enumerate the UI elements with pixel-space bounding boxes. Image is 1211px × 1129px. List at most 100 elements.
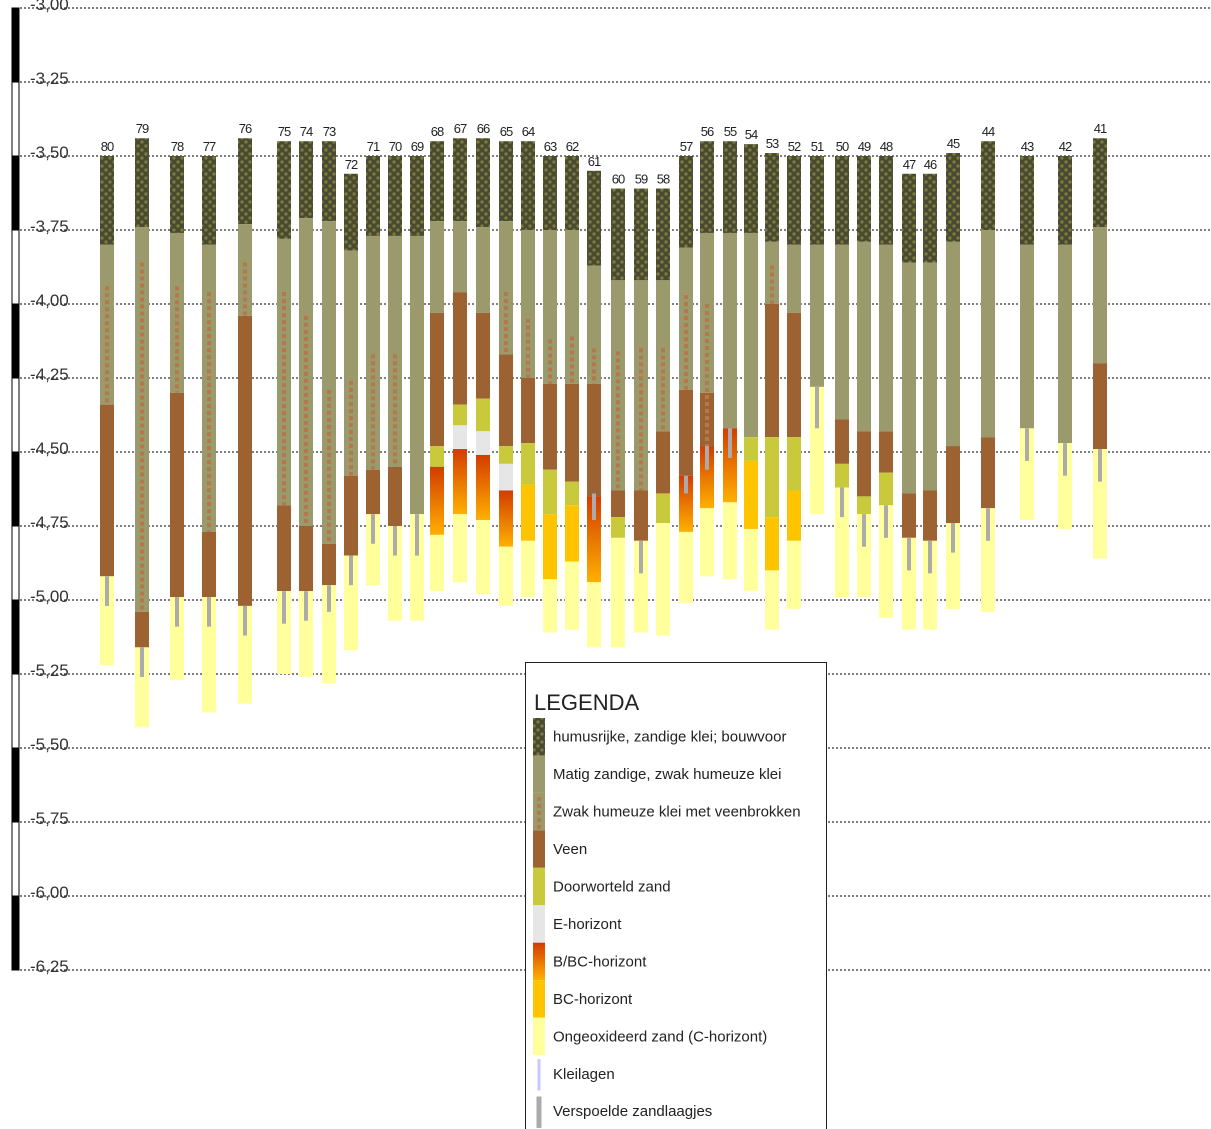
legend-label: Verspoelde zandlaagjes [553,1103,712,1120]
legend-swatch [533,755,545,792]
layer [476,138,490,227]
legend-swatch [533,905,545,942]
layer [765,570,779,629]
y-tick-label: -4,00 [30,291,69,310]
layer [135,138,149,227]
legend-swatch [533,943,545,980]
layer [277,141,291,239]
layer [765,517,779,570]
layer [543,579,557,632]
layer [100,156,114,245]
borehole-label: 62 [566,139,579,154]
layer [611,490,625,517]
axis-segment [12,230,19,304]
legend-label: E-horizont [553,916,622,933]
borehole-label: 66 [477,121,490,136]
y-tick-label: -5,25 [30,661,69,680]
borehole-label: 41 [1094,121,1107,136]
layer [902,493,916,537]
borehole-label: 61 [588,154,601,169]
layer [543,470,557,514]
borehole-label: 56 [701,124,714,139]
layer [634,490,648,540]
borehole-label: 44 [982,124,995,139]
legend-label: Kleilagen [553,1066,615,1083]
layer [170,156,184,233]
layer [787,541,801,609]
axis-segment [12,156,19,230]
layer [521,485,535,541]
layer [388,156,402,236]
layer [723,141,737,233]
layer [787,313,801,437]
legend-swatch [533,1018,545,1055]
borehole-label: 47 [903,157,916,172]
legend-swatch [533,980,545,1017]
layer [565,505,579,561]
layer [170,393,184,597]
borehole-label: 50 [836,139,849,154]
legend-title: LEGENDA [534,690,639,715]
layer [299,141,313,218]
axis-segment [12,378,19,452]
layer [744,437,758,461]
layer [366,156,380,236]
layer [453,292,467,404]
layer [543,156,557,230]
layer [946,446,960,523]
layer [521,378,535,443]
borehole-label: 72 [345,157,358,172]
layer [453,221,467,292]
layer [476,520,490,594]
layer [521,443,535,484]
layer [656,523,670,635]
borehole-label: 76 [239,121,252,136]
layer [744,144,758,233]
layer [902,174,916,263]
layer [981,437,995,508]
y-tick-label: -3,00 [30,0,69,14]
layer [543,384,557,470]
borehole-label: 45 [947,136,960,151]
layer [499,354,513,446]
legend-label: BC-horizont [553,991,633,1008]
layer [565,562,579,630]
borehole-label: 48 [880,139,893,154]
axis-segment [12,8,19,82]
layer [430,535,444,591]
layer [1020,245,1034,429]
layer [587,384,601,496]
legend-label: B/BC-horizont [553,953,647,970]
layer [543,514,557,579]
borehole-label: 75 [278,124,291,139]
layer [1020,156,1034,245]
layer [765,304,779,437]
layer [787,245,801,313]
layer [453,449,467,514]
layer [499,547,513,606]
layer [430,467,444,535]
layer [100,405,114,577]
layer [981,141,995,230]
layer [923,174,937,263]
layer [787,437,801,490]
legend-label: humusrijke, zandige klei; bouwvoor [553,729,786,746]
layer [135,612,149,648]
borehole-label: 55 [724,124,737,139]
layer [923,490,937,540]
layer [835,245,849,420]
legend-label: Doorworteld zand [553,879,671,896]
y-tick-label: -5,00 [30,587,69,606]
layer [835,156,849,245]
borehole-label: 79 [136,121,149,136]
axis-segment [12,82,19,156]
layer [879,473,893,506]
layer [611,538,625,648]
y-tick-label: -3,25 [30,69,69,88]
layer [202,532,216,597]
axis-segment [12,304,19,378]
layer [744,461,758,529]
layer [1093,227,1107,363]
borehole-label: 54 [745,127,758,142]
borehole-label: 80 [101,139,114,154]
